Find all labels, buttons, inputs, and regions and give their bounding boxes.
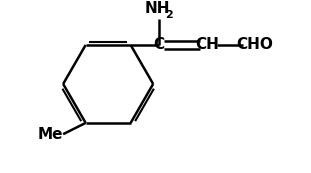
Text: CHO: CHO <box>236 38 273 52</box>
Text: CH: CH <box>196 38 220 52</box>
Text: Me: Me <box>37 127 63 142</box>
Text: 2: 2 <box>165 10 173 20</box>
Text: NH: NH <box>144 1 170 16</box>
Text: C: C <box>153 38 164 52</box>
